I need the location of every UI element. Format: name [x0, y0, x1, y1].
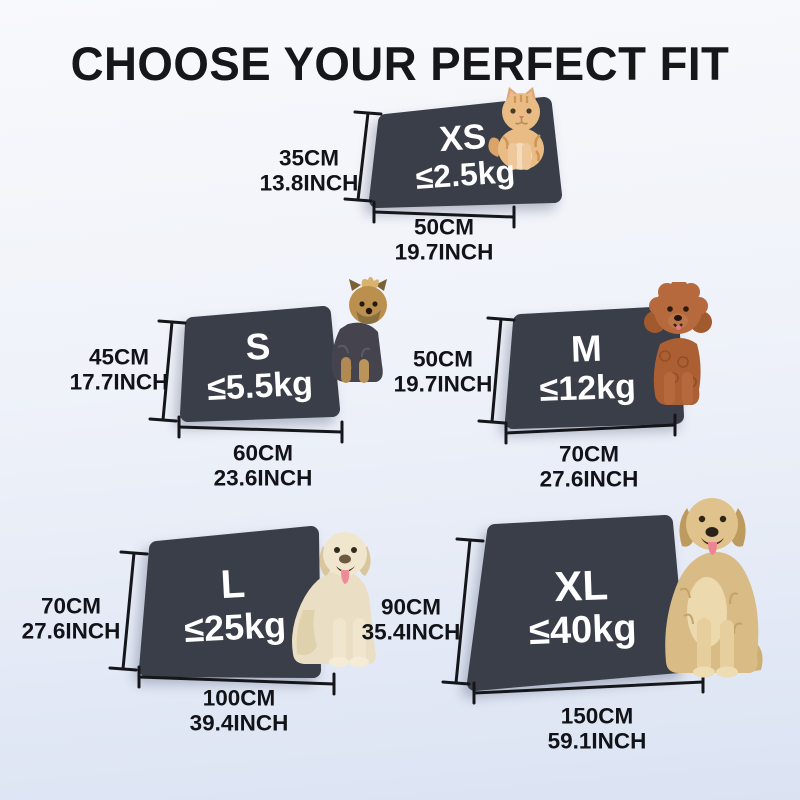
m-width-dimension-line	[504, 413, 677, 445]
m-mat-label: M ≤12kg	[538, 327, 637, 410]
xs-mat-surface	[369, 97, 562, 208]
xl-width-inch: 59.1INCH	[547, 728, 647, 753]
xs-height-dimension-line	[343, 110, 383, 203]
xl-height-label: 90CM 35.4INCH	[361, 594, 461, 645]
m-width-inch: 27.6INCH	[539, 466, 639, 491]
s-width-label: 60CM 23.6INCH	[213, 440, 313, 491]
xl-height-inch: 35.4INCH	[361, 619, 461, 644]
s-height-label: 45CM 17.7INCH	[69, 344, 169, 395]
xs-width-inch: 19.7INCH	[394, 239, 494, 264]
s-width-dimension-line	[177, 415, 344, 444]
s-height-inch: 17.7INCH	[69, 369, 169, 394]
labrador-image	[292, 532, 376, 667]
xs-height-label: 35CM 13.8INCH	[259, 145, 359, 196]
xs-width-cm: 50CM	[413, 214, 475, 240]
l-weight-limit: ≤25kg	[183, 603, 288, 650]
m-height-dimension-line	[477, 316, 516, 425]
s-size-label: S	[244, 325, 272, 368]
page-title: CHOOSE YOUR PERFECT FIT	[70, 37, 730, 90]
s-width-cm: 60CM	[232, 440, 294, 466]
l-height-inch: 27.6INCH	[21, 618, 121, 643]
xl-height-cm: 90CM	[380, 594, 442, 620]
l-mat-surface	[139, 526, 321, 678]
l-height-cm: 70CM	[40, 593, 102, 619]
xl-size-label: XL	[553, 561, 609, 611]
l-mat-label: L ≤25kg	[181, 560, 287, 650]
m-width-label: 70CM 27.6INCH	[539, 441, 639, 492]
yorkshire-terrier-image	[331, 277, 387, 383]
xl-weight-limit: ≤40kg	[528, 607, 638, 654]
l-height-label: 70CM 27.6INCH	[21, 593, 121, 644]
xs-mat-label: XS ≤2.5kg	[412, 115, 516, 197]
s-width-inch: 23.6INCH	[213, 465, 313, 490]
s-height-cm: 45CM	[88, 344, 150, 370]
toy-poodle-image	[644, 282, 712, 405]
xs-width-label: 50CM 19.7INCH	[394, 214, 494, 265]
xs-width-dimension-line	[372, 200, 516, 229]
golden-retriever-image	[665, 498, 763, 678]
l-width-inch: 39.4INCH	[189, 710, 289, 735]
l-size-label: L	[219, 561, 247, 608]
m-height-cm: 50CM	[412, 346, 474, 372]
m-height-label: 50CM 19.7INCH	[393, 346, 493, 397]
l-width-cm: 100CM	[202, 685, 276, 711]
xs-weight-limit: ≤2.5kg	[414, 153, 517, 197]
xl-height-dimension-line	[441, 537, 485, 686]
m-height-inch: 19.7INCH	[393, 371, 493, 396]
xl-width-label: 150CM 59.1INCH	[547, 703, 647, 754]
s-mat-surface	[180, 306, 340, 422]
m-weight-limit: ≤12kg	[539, 368, 637, 410]
l-height-dimension-line	[108, 550, 149, 672]
s-height-dimension-line	[148, 319, 187, 423]
m-width-cm: 70CM	[558, 441, 620, 467]
l-width-label: 100CM 39.4INCH	[189, 685, 289, 736]
s-weight-limit: ≤5.5kg	[206, 364, 314, 409]
kitten-image	[488, 87, 544, 170]
xs-height-cm: 35CM	[278, 145, 340, 171]
xs-height-inch: 13.8INCH	[259, 170, 359, 195]
xl-mat-label: XL ≤40kg	[527, 560, 638, 653]
l-width-dimension-line	[137, 665, 336, 696]
s-mat-label: S ≤5.5kg	[204, 324, 314, 409]
m-size-label: M	[570, 327, 603, 370]
xl-width-cm: 150CM	[560, 703, 634, 729]
